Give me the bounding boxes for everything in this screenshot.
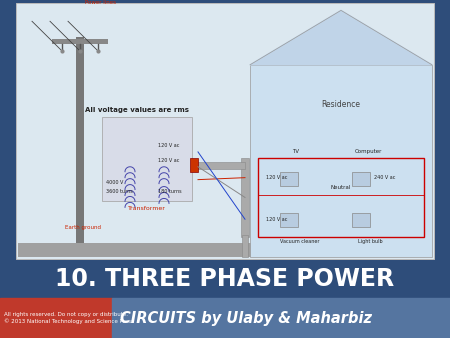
Bar (52, 39, 108, 44)
Text: 4000 V: 4000 V (106, 179, 123, 185)
Text: Residence: Residence (321, 100, 360, 109)
Text: Computer: Computer (354, 149, 382, 154)
Text: 180 turns: 180 turns (158, 190, 182, 194)
Text: Earth ground: Earth ground (65, 225, 101, 230)
Text: Transformer: Transformer (128, 207, 166, 211)
Text: 240 V ac: 240 V ac (374, 175, 396, 180)
Text: 3600 turns: 3600 turns (106, 190, 133, 194)
Bar (258, 158, 424, 237)
Bar (280, 172, 298, 186)
Bar (16, 3, 434, 259)
Bar (352, 213, 370, 227)
Text: 120 V ac: 120 V ac (266, 175, 288, 180)
Text: 10. THREE PHASE POWER: 10. THREE PHASE POWER (55, 267, 395, 291)
Bar (242, 235, 248, 257)
Bar (76, 37, 84, 243)
Text: 120 V ac: 120 V ac (158, 158, 180, 163)
Text: All voltage values are rms: All voltage values are rms (85, 107, 189, 113)
Text: Light bulb: Light bulb (358, 239, 382, 244)
Bar (250, 65, 432, 257)
Bar (192, 162, 245, 169)
Text: TV: TV (292, 149, 300, 154)
Text: 120 V ac: 120 V ac (266, 217, 288, 222)
Bar (102, 117, 192, 201)
Bar (0, 298, 112, 338)
Text: CIRCUITS by Ulaby & Maharbiz: CIRCUITS by Ulaby & Maharbiz (120, 311, 372, 326)
Text: All rights reserved. Do not copy or distribute.
© 2013 National Technology and S: All rights reserved. Do not copy or dist… (4, 312, 134, 324)
Text: 120 V ac: 120 V ac (158, 143, 180, 148)
Bar (352, 172, 370, 186)
Bar (190, 158, 198, 172)
Text: Vacuum cleaner: Vacuum cleaner (280, 239, 320, 244)
Bar (112, 298, 450, 338)
Text: Neutral: Neutral (331, 185, 351, 190)
Bar (280, 213, 298, 227)
Text: Power lines: Power lines (85, 0, 116, 5)
Bar (241, 158, 249, 237)
Bar (18, 243, 432, 257)
Polygon shape (250, 10, 432, 65)
